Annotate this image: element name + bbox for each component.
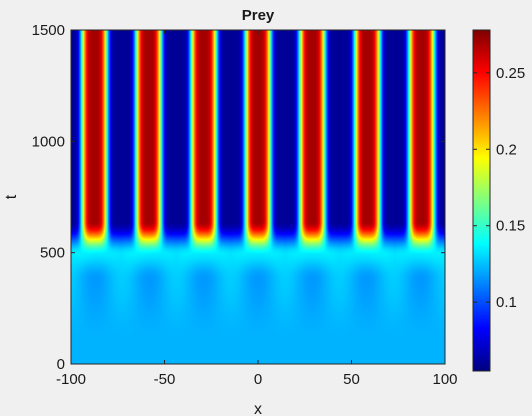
- x-axis-ticks: -100 -50 0 50 100: [56, 30, 458, 388]
- y-axis-ticks: 0 500 1000 1500: [32, 22, 445, 373]
- heatmap-image: [71, 30, 445, 364]
- y-axis-label: t: [3, 194, 20, 199]
- colorbar-tick-label: 0.2: [496, 141, 517, 158]
- x-axis-label: x: [254, 401, 262, 416]
- y-tick-label: 1000: [32, 133, 65, 150]
- x-tick-label: -100: [56, 371, 86, 388]
- colorbar: 0.1 0.15 0.2 0.25: [472, 29, 525, 372]
- y-tick-label: 1500: [32, 22, 65, 39]
- colorbar-tick-label: 0.25: [496, 65, 525, 82]
- chart-title: Prey: [242, 7, 275, 24]
- colorbar-gradient: [473, 30, 490, 371]
- colorbar-tick-label: 0.1: [496, 294, 517, 311]
- colorbar-ticks: 0.1 0.15 0.2 0.25: [473, 65, 525, 311]
- heatmap-plot-area: [70, 29, 446, 365]
- x-tick-label: 0: [254, 371, 262, 388]
- colorbar-tick-label: 0.15: [496, 218, 525, 235]
- y-tick-label: 0: [57, 356, 65, 373]
- x-tick-label: -50: [154, 371, 176, 388]
- x-tick-label: 100: [432, 371, 457, 388]
- x-tick-label: 50: [343, 371, 360, 388]
- y-tick-label: 500: [40, 245, 65, 262]
- colorbar-frame: [472, 29, 491, 372]
